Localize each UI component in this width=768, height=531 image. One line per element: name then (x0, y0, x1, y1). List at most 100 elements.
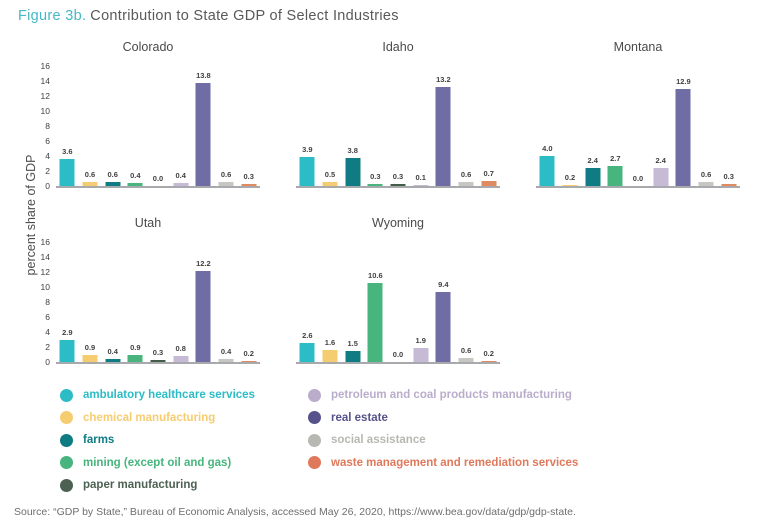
y-tick-label: 10 (40, 282, 50, 292)
plot-area: 2.6 1.6 1.5 10.6 0.0 1.9 9.4 0.6 0.2 (296, 242, 500, 364)
bar (481, 180, 497, 186)
plot: 3.9 0.5 3.8 0.3 0.3 0.1 13.2 0.6 0.7 (296, 66, 500, 188)
bar-slot: 0.6 (79, 66, 102, 186)
legend-item-label: waste management and remediation service… (331, 456, 579, 469)
legend-item-label: social assistance (331, 434, 426, 446)
bar-value-label: 1.6 (324, 338, 336, 347)
legend-item: paper manufacturing (60, 478, 255, 492)
legend-item-label: mining (except oil and gas) (83, 456, 232, 469)
y-tick-label: 6 (45, 136, 50, 146)
bar (241, 183, 257, 186)
bar-slot: 0.3 (717, 66, 740, 186)
bar-value-label: 4.0 (542, 144, 553, 153)
bar-value-label: 0.9 (84, 343, 96, 353)
figure-title: Figure 3b. Contribution to State GDP of S… (18, 8, 399, 24)
legend-item: chemical manufacturing (60, 411, 255, 425)
source-note: Source: “GDP by State,” Bureau of Econom… (14, 506, 576, 518)
plot: 2.6 1.6 1.5 10.6 0.0 1.9 9.4 0.6 0.2 (296, 242, 500, 364)
bar-slot: 3.8 (341, 66, 364, 186)
bar-value-label: 0.0 (392, 350, 404, 359)
bar-value-label: 0.2 (243, 348, 254, 358)
bar-slot: 0.3 (364, 66, 387, 186)
bar (458, 357, 474, 362)
bar-value-label: 0.6 (84, 169, 96, 179)
chart-montana: Montana 4.0 0.2 2.4 2.7 0.0 2.4 12.9 0.6 0.3 (536, 40, 740, 188)
bar-slot: 0.1 (409, 66, 432, 186)
y-axis: 0 2 4 6 8 10 12 14 16 (36, 61, 56, 191)
legend-dot-icon (308, 411, 321, 424)
legend-dot-icon (308, 456, 321, 469)
bar-value-label: 2.7 (610, 153, 621, 163)
bar-slot: 0.0 (387, 242, 410, 362)
bar-value-label: 2.4 (655, 156, 666, 165)
legend-item-label: paper manufacturing (83, 479, 198, 491)
bar-value-label: 12.2 (196, 258, 211, 268)
bar (607, 165, 623, 186)
y-tick-label: 16 (40, 61, 50, 71)
y-tick-label: 2 (45, 166, 50, 176)
bar (150, 359, 166, 362)
bar-value-label: 12.9 (676, 77, 691, 87)
bar-slot: 4.0 (536, 66, 559, 186)
bar (218, 181, 234, 186)
chart-title: Montana (613, 40, 663, 54)
bar (435, 87, 451, 186)
bar-slot: 0.8 (169, 242, 192, 362)
legend-dot-icon (308, 433, 321, 447)
bar-slot: 0.2 (559, 66, 582, 186)
bar-value-label: 0.0 (632, 174, 644, 183)
legend-item: petroleum and coal products manufacturin… (308, 388, 578, 402)
bar-slot: 0.9 (79, 242, 102, 362)
bar-slot: 0.6 (455, 66, 478, 186)
bar-value-label: 0.0 (152, 174, 164, 183)
legend-item: waste management and remediation service… (308, 456, 578, 470)
chart-idaho: Idaho 3.9 0.5 3.8 0.3 0.3 0.1 13.2 0.6 0.7 (296, 40, 500, 188)
legend-item-label: farms (83, 434, 115, 446)
bar-value-label: 0.2 (483, 348, 494, 358)
y-tick-label: 8 (45, 297, 50, 307)
bar-slot: 0.6 (101, 66, 124, 186)
legend-item: real estate (308, 411, 578, 425)
bar-slot: 0.4 (215, 242, 238, 362)
bar-value-label: 13.2 (436, 75, 451, 84)
chart-title: Colorado (122, 40, 174, 54)
legend-item-label: chemical manufacturing (83, 411, 216, 424)
legend-item: farms (60, 433, 255, 447)
bar (698, 181, 714, 186)
bar-value-label: 0.6 (460, 169, 472, 179)
bar-value-label: 0.8 (175, 344, 186, 353)
chart-title: Utah (134, 216, 162, 230)
bar (322, 350, 338, 362)
plot: 2.9 0.9 0.4 0.9 0.3 0.8 12.2 0.4 0.2 (56, 242, 260, 364)
bar (675, 89, 691, 186)
bar (585, 168, 601, 186)
bar (367, 183, 383, 186)
legend-item: mining (except oil and gas) (60, 456, 255, 470)
bar-value-label: 0.1 (415, 173, 426, 183)
bar-value-label: 3.6 (62, 147, 73, 156)
bar-value-label: 1.9 (415, 335, 426, 345)
bar-value-label: 2.4 (587, 156, 598, 165)
bar-slot: 0.2 (477, 242, 500, 362)
bar (390, 183, 406, 186)
plot-area: 0 2 4 6 8 10 12 14 16 2.9 0.9 0.4 0.9 0.3 0.8 12.2 0.4 0.… (36, 237, 260, 367)
bar-value-label: 0.4 (107, 347, 118, 356)
chart-title: Wyoming (372, 216, 424, 230)
y-tick-label: 6 (45, 312, 50, 322)
bar-slot: 12.9 (672, 66, 695, 186)
bar (721, 183, 737, 186)
bar-value-label: 9.4 (438, 279, 449, 289)
bar-value-label: 0.6 (107, 169, 118, 179)
bar-slot: 3.6 (56, 66, 79, 186)
y-tick-label: 4 (45, 327, 50, 337)
bar-slot: 13.2 (432, 66, 455, 186)
bar-value-label: 0.6 (700, 169, 712, 179)
bar-value-label: 0.3 (152, 347, 164, 357)
bar-slot: 0.4 (124, 66, 147, 186)
figure-title-text: Contribution to State GDP of Select Indu… (90, 8, 399, 24)
bar (241, 360, 257, 362)
bar-value-label: 2.6 (302, 330, 313, 340)
bar-slot: 0.6 (215, 66, 238, 186)
legend-dot-icon (60, 411, 73, 424)
bar (105, 181, 121, 186)
